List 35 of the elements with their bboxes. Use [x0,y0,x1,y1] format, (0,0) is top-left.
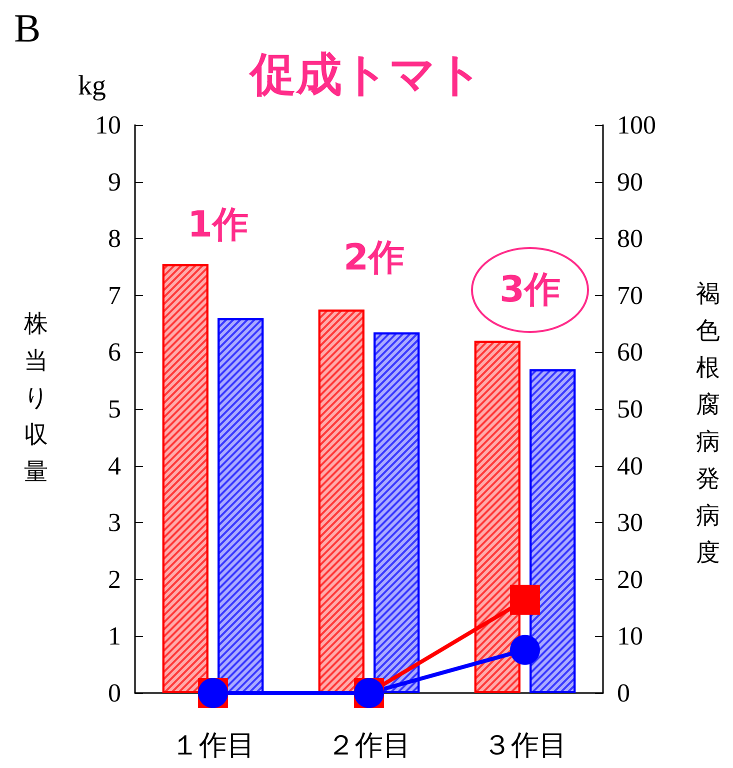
y-tick-label: 8 [108,224,121,254]
text: B [14,6,41,50]
y2-tick-label: 20 [617,564,643,594]
y-tick-label: 3 [108,508,121,538]
y-tick-label: 0 [108,678,121,708]
annotation: 2作 [343,238,405,278]
y2-tick-label: 40 [617,451,643,480]
y-axis-title: 株当り収量 [23,310,49,486]
y-tick-label: 9 [108,167,121,196]
y2-tick-label: 80 [617,224,643,254]
text: kg [78,70,106,102]
point [510,634,540,665]
y2-tick-label: 50 [617,394,643,424]
y2-tick-label: 90 [617,167,643,196]
x-tick-label: ２作目 [327,728,411,762]
chart-title: 促成トマト [248,47,483,101]
y-tick-label: 5 [108,394,121,424]
y2-tick-label: 0 [617,678,630,708]
annotation: 3作 [499,270,561,310]
x-tick-label: ３作目 [483,728,567,762]
y-tick-label: 6 [108,338,121,367]
y2-tick-label: 100 [617,110,656,140]
annotation: 1作 [187,204,249,246]
y-tick-label: 1 [108,622,121,651]
y-tick-label: 10 [95,110,121,140]
y2-axis-title: 褐色根腐病発病度 [696,280,720,566]
point [510,584,540,615]
y2-tick-label: 30 [617,508,643,538]
x-tick-label: １作目 [171,728,255,762]
y2-tick-label: 70 [617,280,643,310]
y-tick-label: 2 [108,564,121,594]
y2-tick-label: 10 [617,622,643,651]
y2-tick-label: 60 [617,338,643,367]
y-tick-label: 4 [108,451,121,480]
y-tick-label: 7 [108,280,121,310]
